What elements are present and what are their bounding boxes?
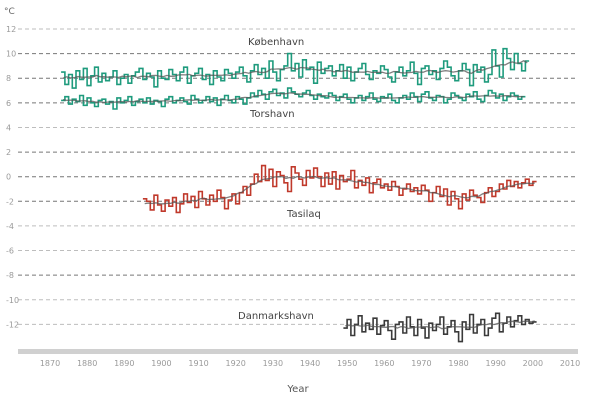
y-axis: 12 10 8 6 4 2 0 -2 -4 -6 -8 -10 -12 [6, 25, 19, 329]
x-tick-label: 1950 [337, 359, 357, 368]
y-tick-label: -12 [6, 320, 19, 329]
series-label-danmarkshavn: Danmarkshavn [238, 311, 314, 322]
series-trend-1 [62, 92, 524, 104]
series-line-1 [61, 87, 526, 110]
x-tick-label: 1980 [448, 359, 468, 368]
x-tick-label: 1940 [300, 359, 320, 368]
x-tick-label: 1870 [40, 359, 60, 368]
y-tick-label: -6 [6, 247, 14, 256]
x-tick-label: 1900 [151, 359, 171, 368]
series-label-tasilaq: Tasilaq [286, 209, 321, 220]
series-lines [61, 47, 537, 343]
y-tick-label: -10 [6, 296, 19, 305]
y-tick-label: -2 [6, 197, 14, 206]
x-tick-label: 1920 [226, 359, 246, 368]
y-tick-label: -4 [6, 222, 14, 231]
x-tick-label: 2000 [523, 359, 543, 368]
y-tick-label: 4 [6, 123, 11, 132]
series-label-kobenhavn: København [248, 37, 304, 48]
x-tick-label: 1970 [411, 359, 431, 368]
x-tick-label: 1990 [486, 359, 506, 368]
y-tick-label: 0 [6, 173, 11, 182]
x-tick-label: 2010 [560, 359, 580, 368]
y-tick-label: -8 [6, 271, 14, 280]
series-label-torshavn: Torshavn [249, 109, 295, 120]
x-tick-label: 1910 [188, 359, 208, 368]
x-axis: 1870 1880 1890 1900 1910 1920 1930 1940 1950 1960… [18, 349, 580, 368]
series-trend-0 [62, 60, 528, 79]
x-tick-label: 1890 [114, 359, 134, 368]
series-line-3 [343, 312, 537, 343]
x-tick-label: 1930 [263, 359, 283, 368]
x-axis-title: Year [286, 384, 309, 395]
series-trend-2 [144, 175, 535, 205]
y-unit-label: °C [4, 7, 15, 17]
y-tick-label: 2 [6, 148, 11, 157]
x-tick-label: 1880 [77, 359, 97, 368]
y-tick-label: 10 [6, 50, 16, 59]
x-tick-label: 1960 [374, 359, 394, 368]
y-tick-label: 12 [6, 25, 16, 34]
gridlines [18, 28, 578, 325]
x-axis-line [18, 349, 578, 354]
series-trend-3 [345, 320, 535, 330]
y-tick-label: 8 [6, 74, 11, 83]
y-tick-label: 6 [6, 99, 11, 108]
series-line-0 [61, 47, 530, 89]
series-line-2 [142, 164, 537, 214]
